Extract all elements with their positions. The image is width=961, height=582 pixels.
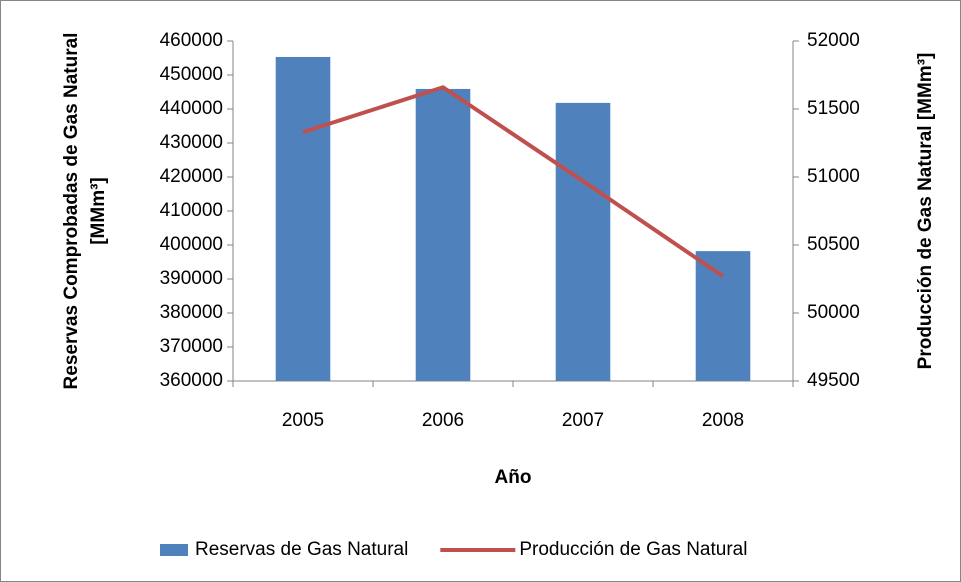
y-tick-label: 370000 — [160, 336, 223, 357]
y-tick-label: 360000 — [160, 370, 223, 391]
x-tick-label: 2005 — [282, 410, 324, 431]
x-tick-label: 2008 — [702, 410, 744, 431]
y-tick-label: 380000 — [160, 302, 223, 323]
y2-tick-label: 50500 — [807, 234, 860, 255]
bar — [695, 251, 751, 381]
legend-label: Reservas de Gas Natural — [195, 539, 408, 560]
x-tick-label: 2006 — [422, 410, 464, 431]
y-tick-label: 450000 — [160, 64, 223, 85]
legend-label: Producción de Gas Natural — [519, 539, 747, 560]
line — [302, 85, 725, 278]
y-tick-label: 410000 — [160, 200, 223, 221]
x-axis-title: Año — [495, 467, 532, 488]
bar — [415, 88, 471, 381]
bar — [555, 102, 611, 381]
bar — [275, 56, 331, 381]
y-axis-title: [MMm³] — [88, 177, 109, 245]
y2-tick-label: 50000 — [807, 302, 860, 323]
y-tick-label: 400000 — [160, 234, 223, 255]
y2-tick-label: 51000 — [807, 166, 860, 187]
x-tick-label: 2007 — [562, 410, 604, 431]
y2-tick-label: 51500 — [807, 98, 860, 119]
y2-axis-title: Producción de Gas Natural [MMm³] — [915, 53, 936, 370]
y-tick-label: 390000 — [160, 268, 223, 289]
y-tick-label: 460000 — [160, 30, 223, 51]
y2-tick-label: 49500 — [807, 370, 860, 391]
y-tick-label: 420000 — [160, 166, 223, 187]
legend-swatch — [160, 544, 188, 556]
y-tick-label: 440000 — [160, 98, 223, 119]
y-tick-label: 430000 — [160, 132, 223, 153]
y2-tick-label: 52000 — [807, 30, 860, 51]
y-axis-title: Reservas Comprobadas de Gas Natural — [61, 33, 82, 390]
